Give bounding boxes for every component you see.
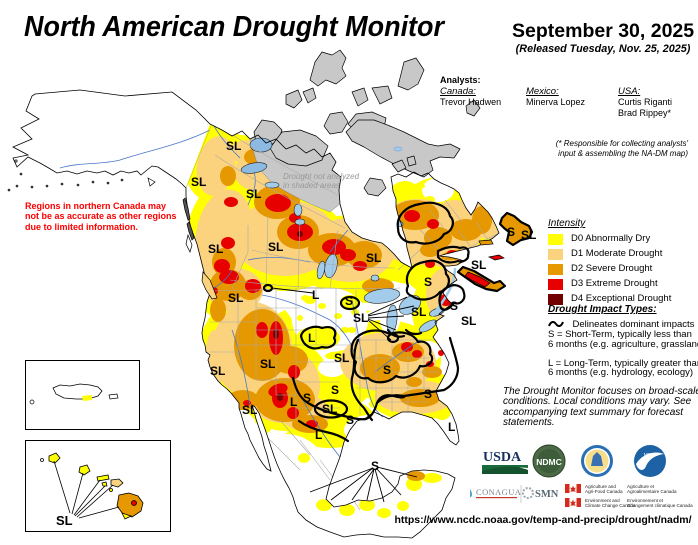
svg-text:SL: SL xyxy=(366,251,381,265)
svg-text:L: L xyxy=(308,331,315,345)
svg-text:SL: SL xyxy=(208,242,223,256)
svg-text:SL: SL xyxy=(191,175,206,189)
svg-text:in shaded areas: in shaded areas xyxy=(283,181,340,190)
svg-text:S: S xyxy=(424,387,432,401)
svg-text:Agroalimentaire Canada: Agroalimentaire Canada xyxy=(627,489,677,494)
svg-text:S: S xyxy=(345,294,353,308)
svg-text:L: L xyxy=(448,420,455,434)
svg-text:SL: SL xyxy=(228,291,243,305)
svg-text:SL: SL xyxy=(322,402,337,416)
svg-text:SL: SL xyxy=(242,403,257,417)
svg-text:L: L xyxy=(312,288,319,302)
svg-text:S: S xyxy=(303,391,311,405)
svg-text:L: L xyxy=(290,395,297,409)
svg-text:Environnement et: Environnement et xyxy=(627,498,664,503)
svg-text:S: S xyxy=(424,275,432,289)
svg-text:Changement climatique Canada: Changement climatique Canada xyxy=(627,503,693,508)
svg-text:SL: SL xyxy=(210,364,225,378)
svg-text:S: S xyxy=(383,363,391,377)
svg-text:SL: SL xyxy=(411,305,426,319)
svg-text:Agri-Food Canada: Agri-Food Canada xyxy=(585,489,623,494)
svg-text:CONAGUA: CONAGUA xyxy=(476,487,522,497)
svg-text:Environment and: Environment and xyxy=(585,498,620,503)
svg-text:SL: SL xyxy=(521,228,536,242)
svg-text:SL: SL xyxy=(471,258,486,272)
svg-text:NOAA: NOAA xyxy=(644,452,657,457)
svg-text:SL: SL xyxy=(246,187,261,201)
svg-text:SL: SL xyxy=(334,351,349,365)
svg-text:NDMC: NDMC xyxy=(536,457,562,467)
svg-text:SL: SL xyxy=(461,314,476,328)
svg-text:SL: SL xyxy=(226,139,241,153)
svg-text:Agriculture and: Agriculture and xyxy=(585,484,616,489)
svg-text:USDA: USDA xyxy=(483,450,522,465)
svg-text:SL: SL xyxy=(260,357,275,371)
svg-text:SL: SL xyxy=(353,311,368,325)
svg-text:Drought not analyzed: Drought not analyzed xyxy=(283,172,360,181)
svg-text:Climate Change Canada: Climate Change Canada xyxy=(585,503,636,508)
svg-text:SL: SL xyxy=(56,513,73,528)
svg-text:S: S xyxy=(331,383,339,397)
svg-text:SMN: SMN xyxy=(535,489,559,500)
svg-text:L: L xyxy=(315,428,322,442)
svg-text:S: S xyxy=(507,225,515,239)
svg-text:Agriculture et: Agriculture et xyxy=(627,484,655,489)
svg-text:S: S xyxy=(450,299,458,313)
svg-text:SL: SL xyxy=(268,240,283,254)
svg-text:S: S xyxy=(346,413,354,427)
svg-text:S: S xyxy=(371,459,379,473)
